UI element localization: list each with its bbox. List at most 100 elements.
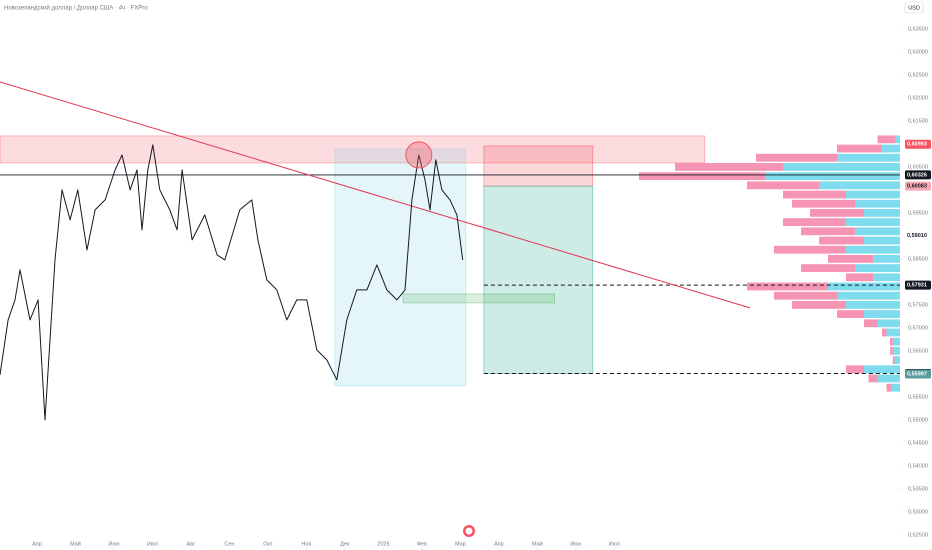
currency-box[interactable] <box>904 1 924 14</box>
profile-down <box>864 319 878 328</box>
profile-up <box>892 346 900 355</box>
profile-down <box>892 356 895 364</box>
profile-down <box>846 365 864 374</box>
y-tick-label: 0,55000 <box>908 417 928 423</box>
profile-up <box>873 254 900 263</box>
profile-up <box>895 135 900 144</box>
price-label-box <box>905 181 931 191</box>
profile-down <box>890 337 893 346</box>
y-tick-label: 0,54500 <box>908 440 928 446</box>
y-tick-label: 0,62500 <box>908 72 928 78</box>
y-tick-label: 0,55500 <box>908 394 928 400</box>
profile-up <box>886 328 900 337</box>
y-tick-label: 0,53500 <box>908 486 928 492</box>
profile-up <box>855 199 900 208</box>
profile-up <box>846 218 900 227</box>
profile-down <box>882 328 887 337</box>
profile-up <box>846 190 900 199</box>
x-tick-label: Апр <box>32 541 42 547</box>
price-label-box <box>905 280 931 290</box>
profile-down <box>774 291 837 300</box>
x-tick-label: Июн <box>108 541 119 547</box>
x-tick-label: Май <box>532 540 543 547</box>
profile-up <box>828 282 900 291</box>
profile-down <box>756 153 837 162</box>
circle-marker <box>405 141 433 169</box>
x-tick-label: Июл <box>609 541 620 547</box>
y-tick-label: 0,61500 <box>908 118 928 124</box>
price-label: 0,59010 <box>907 233 927 239</box>
currency[interactable]: USD <box>908 5 920 11</box>
profile-down <box>801 227 855 236</box>
y-tick-label: 0,53000 <box>908 509 928 515</box>
profile-up <box>837 291 900 300</box>
profile-up <box>864 365 900 374</box>
profile-up <box>855 227 900 236</box>
y-tick-label: 0,63000 <box>908 49 928 55</box>
profile-up <box>765 172 900 181</box>
profile-down <box>810 209 864 217</box>
profile-down <box>890 346 893 355</box>
y-tick-label: 0,56500 <box>908 348 928 354</box>
profile-down <box>639 172 765 181</box>
profile-down <box>846 273 873 282</box>
zone <box>402 293 556 304</box>
zone <box>334 148 467 387</box>
profile-down <box>837 144 882 153</box>
x-tick-label: Фев <box>417 541 427 547</box>
profile-down <box>783 218 846 227</box>
x-tick-label: Апр <box>494 541 504 547</box>
profile-down <box>801 264 855 273</box>
profile-down <box>747 282 828 291</box>
profile-up <box>891 383 900 392</box>
price-label: 0,55997 <box>907 371 927 377</box>
price-label-box <box>905 139 931 149</box>
y-tick-label: 0,57500 <box>908 302 928 308</box>
zone <box>483 185 594 374</box>
profile-down <box>837 310 864 318</box>
plot: 0,52500 0,53000 0,53500 0,54000 0,54500 0,550… <box>0 26 931 550</box>
profile-up <box>864 236 900 245</box>
y-tick-label: 0,58500 <box>908 256 928 262</box>
logo <box>463 525 475 537</box>
y-tick-label: 0,52500 <box>908 532 928 538</box>
profile-up <box>864 209 900 217</box>
price-label: 0,60083 <box>907 184 927 190</box>
x-tick-label: Окт <box>263 541 273 547</box>
profile-down <box>792 199 855 208</box>
x-tick-label: Май <box>70 540 81 547</box>
profile-down <box>877 135 896 144</box>
price-label: 0,57931 <box>907 283 927 289</box>
x-tick-label: 2026 <box>377 541 389 547</box>
x-tick-label: Июл <box>147 541 158 547</box>
profile-up <box>882 144 900 153</box>
chart-title: Новозеландский доллар / Доллар США · 4ч … <box>4 5 148 12</box>
profile-up <box>894 356 900 364</box>
x-tick-label: Авг <box>187 541 196 547</box>
price-label-box <box>905 230 931 240</box>
trendline <box>0 81 751 309</box>
profile-up <box>783 163 900 171</box>
profile-down <box>828 254 873 263</box>
y-tick-label: 0,59500 <box>908 210 928 216</box>
x-tick-label: Мар <box>455 541 466 547</box>
y-tick-label: 0,54000 <box>908 463 928 469</box>
price-line <box>0 144 464 421</box>
y-tick-label: 0,62000 <box>908 95 928 101</box>
price-label: 0,60993 <box>907 142 927 148</box>
price-label: 0,60326 <box>907 172 927 178</box>
zone <box>483 145 594 187</box>
profile-down <box>792 300 846 309</box>
profile-up <box>855 264 900 273</box>
profile-down <box>774 245 846 254</box>
profile-down <box>819 236 864 245</box>
profile-up <box>846 300 900 309</box>
profile-up <box>877 374 900 383</box>
x-tick-label: Ноя <box>301 541 311 547</box>
price-label-box <box>905 369 931 379</box>
profile-down <box>747 181 819 190</box>
profile-up <box>864 310 900 318</box>
zone <box>0 135 706 164</box>
x-tick-label: Июн <box>570 541 581 547</box>
